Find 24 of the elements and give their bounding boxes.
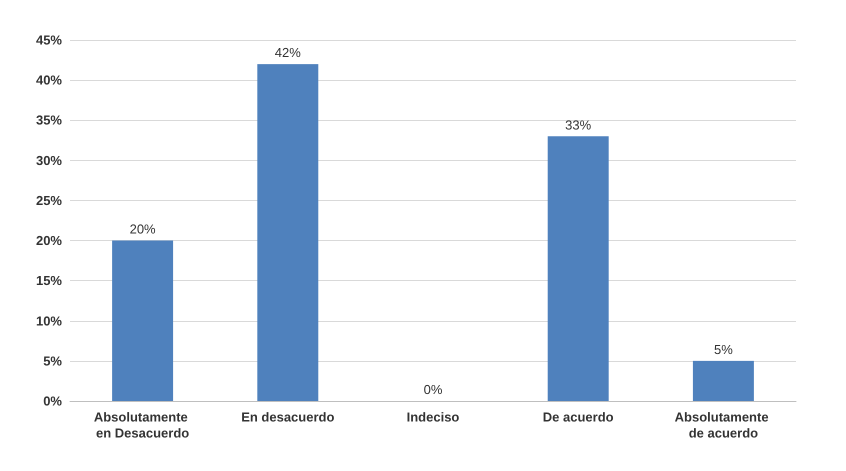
y-tick-label: 35% — [36, 112, 62, 128]
y-tick-label: 30% — [36, 152, 62, 168]
y-tick-label: 5% — [43, 353, 62, 368]
x-tick-label: En desacuerdo — [241, 410, 334, 424]
y-tick-label: 25% — [36, 192, 62, 208]
bar — [112, 240, 174, 401]
y-tick-label: 10% — [36, 313, 62, 328]
data-label: 0% — [424, 382, 443, 397]
y-tick-label: 0% — [43, 394, 62, 408]
y-tick-label: 45% — [36, 32, 62, 48]
data-label: 5% — [714, 342, 734, 357]
bar — [257, 64, 318, 401]
data-label: 33% — [565, 117, 592, 132]
data-label: 20% — [130, 222, 156, 237]
data-label: 42% — [274, 45, 302, 60]
y-tick-label: 20% — [36, 233, 62, 248]
x-tick-label: Indeciso — [406, 410, 460, 424]
y-tick-label: 40% — [36, 72, 62, 88]
x-tick-label: Absolutamente en Desacuerdo — [94, 410, 192, 440]
y-tick-label: 15% — [36, 273, 62, 288]
x-tick-label: Absolutamente de acuerdo — [674, 410, 772, 440]
bar — [692, 360, 754, 401]
bar — [548, 136, 609, 401]
x-tick-label: De acuerdo — [542, 410, 614, 424]
